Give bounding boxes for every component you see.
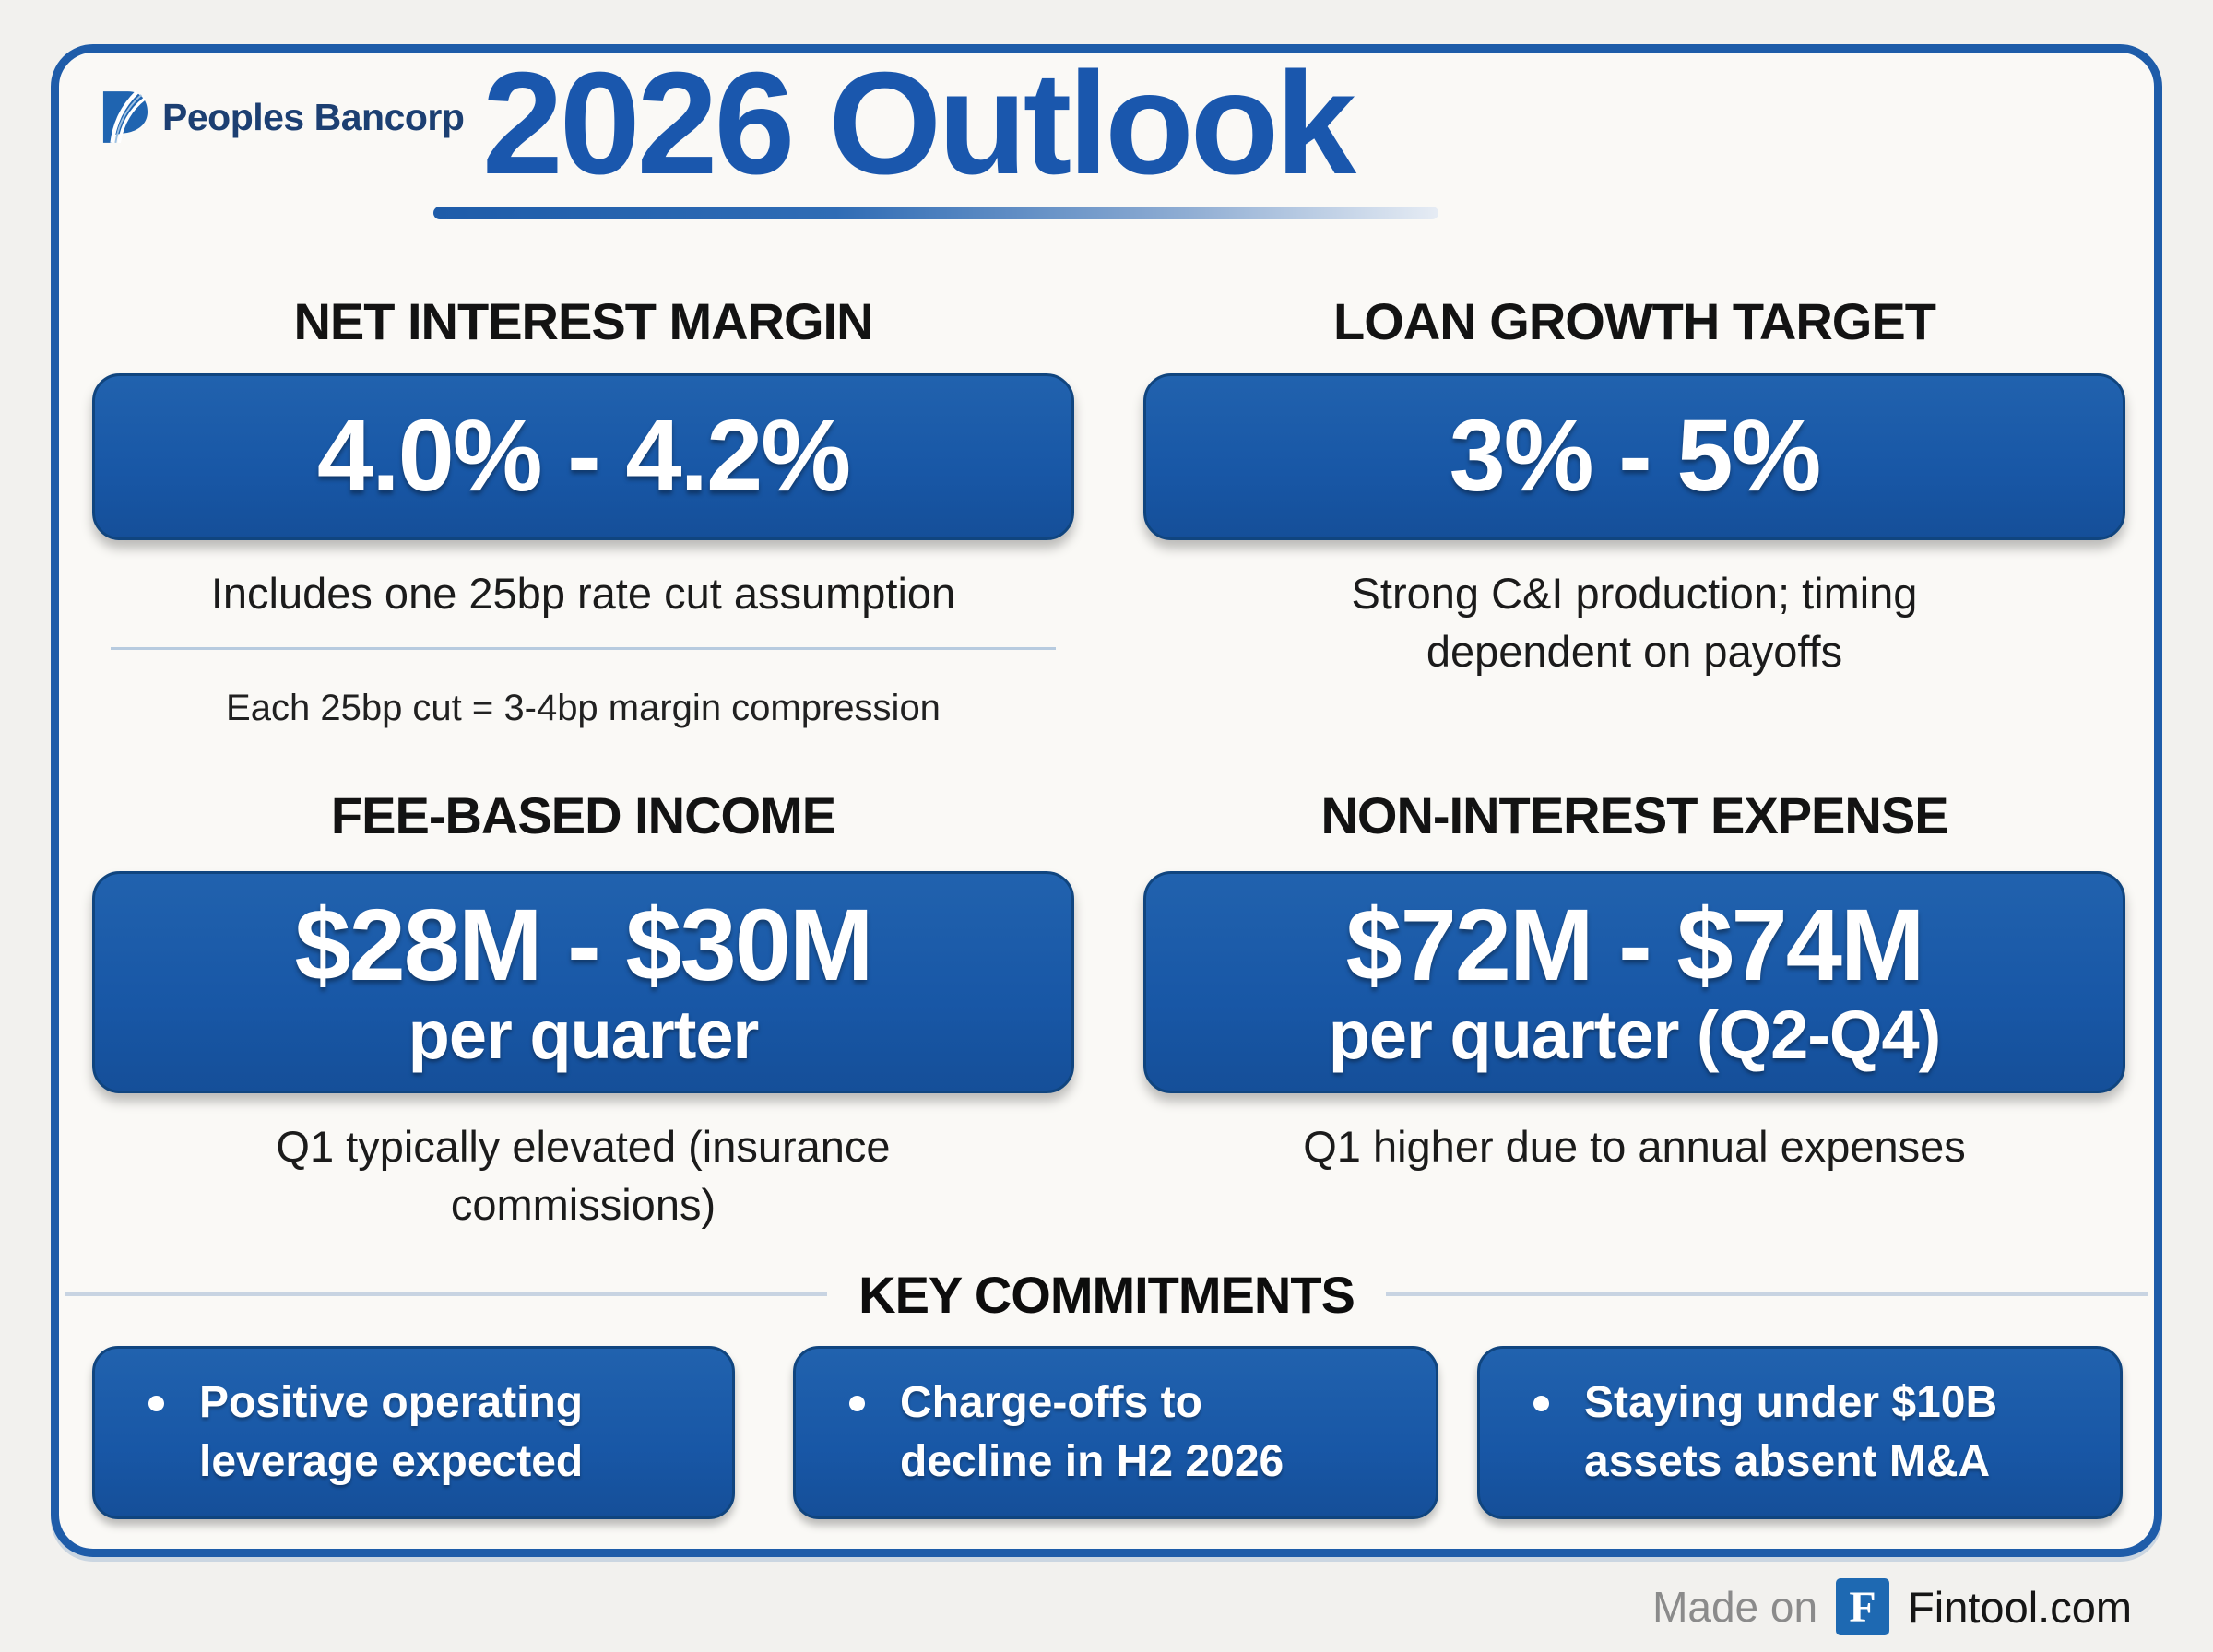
value-pill-non-interest-expense: $72M - $74M per quarter (Q2-Q4) xyxy=(1143,871,2125,1093)
bullet-icon xyxy=(849,1396,865,1411)
key-commitments-header: KEY COMMITMENTS xyxy=(65,1265,2149,1324)
key-commitments-title: KEY COMMITMENTS xyxy=(858,1265,1355,1324)
note-divider xyxy=(111,647,1056,650)
page-title: 2026 Outlook xyxy=(481,42,1356,205)
value-pill-net-interest-margin: 4.0% - 4.2% xyxy=(92,373,1074,540)
title-underline xyxy=(433,206,1438,219)
bullet-icon xyxy=(1533,1396,1549,1411)
commitment-line: decline in H2 2026 xyxy=(900,1437,1284,1486)
subnote-net-interest-margin: Each 25bp cut = 3-4bp margin compression xyxy=(226,688,941,728)
commitment-line: leverage expected xyxy=(199,1437,584,1486)
value-sub-non-interest-expense: per quarter (Q2-Q4) xyxy=(1328,996,1942,1073)
card-heading-net-interest-margin: NET INTEREST MARGIN xyxy=(293,292,873,350)
outlook-frame xyxy=(51,44,2162,1557)
card-heading-loan-growth-target: LOAN GROWTH TARGET xyxy=(1333,292,1936,350)
note-net-interest-margin: Includes one 25bp rate cut assumption xyxy=(210,569,956,618)
fintool-logo-icon: F xyxy=(1836,1578,1890,1635)
made-on-label: Made on xyxy=(1652,1583,1818,1631)
fintool-brand-link[interactable]: Fintool.com xyxy=(1908,1582,2132,1632)
commitment-pill-under-10b-assets: Staying under $10B assets absent M&A xyxy=(1477,1346,2123,1519)
value-sub-fee-based-income: per quarter xyxy=(408,996,760,1073)
card-heading-fee-based-income: FEE-BASED INCOME xyxy=(330,786,836,844)
commitment-line: Charge-offs to xyxy=(900,1378,1202,1427)
value-fee-based-income: $28M - $30M xyxy=(294,889,873,1003)
note-loan-growth-target: Strong C&I production; timing dependent … xyxy=(1351,569,1918,676)
commitment-line: Staying under $10B xyxy=(1584,1378,1998,1427)
divider-line-right xyxy=(1385,1292,2149,1296)
commitment-pill-charge-offs: Charge-offs to decline in H2 2026 xyxy=(793,1346,1438,1519)
note-non-interest-expense: Q1 higher due to annual expenses xyxy=(1303,1122,1966,1171)
footer-attribution: Made on F Fintool.com xyxy=(1652,1578,2132,1635)
value-loan-growth-target: 3% - 5% xyxy=(1449,399,1822,513)
value-non-interest-expense: $72M - $74M xyxy=(1345,889,1924,1003)
value-net-interest-margin: 4.0% - 4.2% xyxy=(316,399,851,513)
commitment-line: assets absent M&A xyxy=(1584,1437,1991,1486)
bullet-icon xyxy=(148,1396,164,1411)
note-fee-based-income: Q1 typically elevated (insurance commiss… xyxy=(276,1122,891,1229)
peoples-bancorp-logo: Peoples Bancorp xyxy=(101,90,465,144)
commitment-pill-operating-leverage: Positive operating leverage expected xyxy=(92,1346,735,1519)
brand-name: Peoples Bancorp xyxy=(162,95,465,138)
value-pill-fee-based-income: $28M - $30M per quarter xyxy=(92,871,1074,1093)
divider-line-left xyxy=(65,1292,828,1296)
value-pill-loan-growth-target: 3% - 5% xyxy=(1143,373,2125,540)
commitment-line: Positive operating xyxy=(199,1378,584,1427)
card-heading-non-interest-expense: NON-INTEREST EXPENSE xyxy=(1320,786,1948,844)
peoples-bancorp-logo-icon xyxy=(102,90,148,144)
